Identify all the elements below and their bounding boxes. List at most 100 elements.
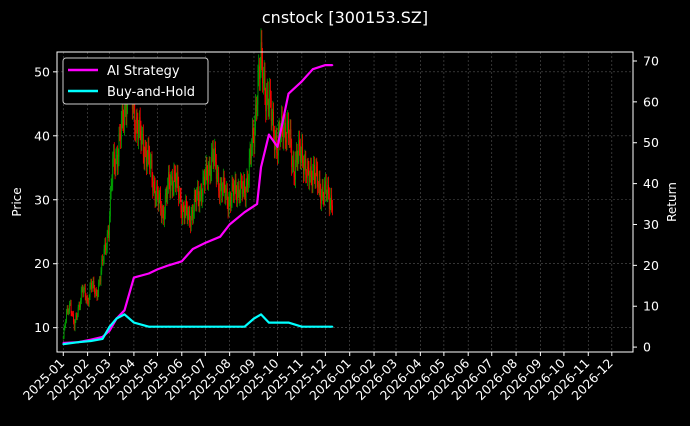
candle-body (247, 176, 249, 185)
candle-body (316, 166, 318, 170)
data-point (204, 325, 207, 328)
candle-body (93, 280, 95, 289)
candle-body (192, 210, 194, 219)
y2-tick-label: 60 (643, 94, 659, 109)
candle-body (330, 195, 332, 204)
candle-body (252, 128, 254, 136)
candle-body (171, 176, 172, 180)
candle-body (264, 72, 266, 97)
candle-body (313, 164, 315, 179)
candle-body (164, 195, 166, 214)
candle-body (183, 207, 185, 218)
y-axis-left: 10 20 30 40 50 (34, 64, 57, 335)
data-point (167, 264, 170, 267)
candle-body (314, 178, 316, 181)
candle-body (113, 151, 115, 167)
candle-body (194, 194, 196, 197)
candle-body (235, 179, 237, 192)
candle-body (144, 147, 146, 162)
candle-body (88, 297, 90, 304)
candle-body (188, 211, 190, 214)
candle-body (66, 308, 68, 312)
candle-body (200, 189, 202, 194)
candle-body (241, 181, 243, 194)
legend-label-buy-and-hold: Buy-and-Hold (107, 85, 195, 100)
candle-body (213, 158, 215, 164)
candle-body (275, 135, 277, 140)
candle-body (187, 213, 189, 220)
candle-body (204, 175, 206, 186)
candle-body (156, 186, 158, 199)
candle-body (270, 89, 271, 99)
candle-body (226, 188, 227, 193)
data-point (219, 325, 222, 328)
candle-body (108, 231, 110, 236)
candle-body (292, 159, 294, 164)
candle-body (207, 173, 209, 183)
candle-body (230, 200, 232, 206)
candle-body (232, 183, 234, 186)
candle-body (189, 211, 191, 223)
candle-body (75, 315, 77, 321)
candle-body (146, 158, 148, 167)
candle-body (295, 159, 296, 180)
candle-body (138, 117, 140, 130)
candle-body (299, 140, 300, 146)
candle-body (228, 199, 230, 212)
candle-body (237, 186, 239, 191)
candle-body (83, 289, 85, 294)
candle-body (132, 99, 134, 110)
data-point (89, 340, 92, 342)
candle-body (295, 151, 297, 160)
candle-body (242, 188, 244, 194)
y2-tick-label: 20 (643, 258, 659, 273)
data-point (268, 321, 270, 324)
candle-body (233, 185, 234, 196)
candle-body (91, 282, 92, 289)
candle-body (237, 190, 238, 201)
candle-body (94, 288, 96, 294)
data-point (219, 235, 222, 238)
candle-body (135, 129, 136, 134)
candle-body (87, 298, 89, 302)
candle-body (198, 198, 200, 207)
candle-body (165, 193, 167, 196)
candle-body (103, 248, 105, 261)
candle-body (79, 305, 81, 308)
data-point (311, 68, 314, 71)
candle-body (322, 186, 324, 198)
data-point (260, 313, 262, 316)
candle-body (298, 140, 300, 158)
candle-body (216, 173, 218, 179)
candle-body (153, 181, 155, 186)
candle-body (84, 287, 85, 290)
y2-tick-label: 30 (643, 217, 659, 232)
data-point (324, 325, 327, 328)
data-point (300, 325, 303, 328)
candle-body (134, 104, 136, 130)
candle-body (71, 312, 73, 314)
legend-label-ai-strategy: AI Strategy (107, 64, 180, 79)
candle-body (116, 154, 118, 156)
candle-body (212, 147, 214, 164)
data-point (133, 321, 135, 324)
candle-body (325, 181, 327, 195)
candle-body (139, 117, 141, 132)
candle-body (136, 117, 138, 124)
candle-body (217, 172, 219, 174)
data-point (77, 341, 80, 344)
candle-body (321, 186, 323, 195)
candle-body (115, 154, 117, 171)
return-lines (62, 63, 334, 346)
candle-body (101, 259, 103, 272)
candle-body (300, 154, 302, 162)
candle-body (203, 176, 205, 178)
candle-body (105, 243, 107, 251)
candle-body (169, 182, 171, 192)
candle-body (118, 133, 120, 157)
candle-body (238, 186, 240, 199)
y-tick-label: 30 (34, 192, 50, 207)
candle-body (255, 105, 256, 126)
candle-body (150, 159, 152, 161)
candle-body (303, 161, 304, 175)
